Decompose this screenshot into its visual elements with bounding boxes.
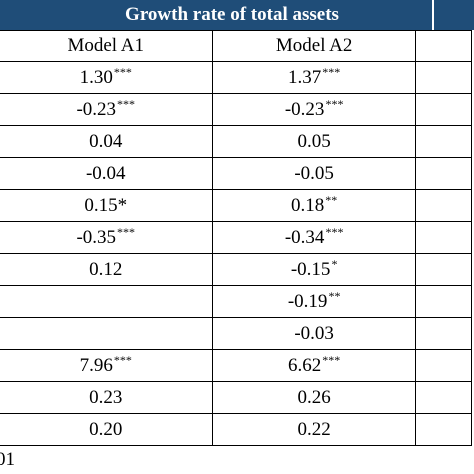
cell-model-a1: [0, 317, 214, 350]
coefficient-value: 7.96: [79, 354, 113, 376]
significance-stars: ***: [117, 224, 136, 239]
coefficient-value: 0.04: [89, 130, 123, 152]
cell-empty: [414, 189, 473, 222]
coefficient-value: -0.23: [76, 98, 117, 120]
cell-model-a1: 1.30***: [0, 61, 214, 94]
table-header-bar: Growth rate of total assets: [0, 0, 474, 30]
cell-empty: [414, 221, 473, 254]
cell-empty: [414, 93, 473, 126]
cell-model-a2: 0.26: [212, 381, 416, 414]
coefficient-value: 0.23: [89, 386, 123, 408]
significance-stars: ***: [113, 352, 132, 367]
coefficient-value: 0.12: [89, 258, 123, 280]
cell-model-a2: 0.18**: [212, 189, 416, 222]
cell-model-a2: 0.05: [212, 125, 416, 158]
cell-model-a2: -0.03: [212, 317, 416, 350]
cell-empty: [414, 61, 473, 94]
table-row: -0.04 -0.05: [0, 157, 473, 190]
coefficient-value: -0.03: [294, 322, 334, 344]
cell-model-a2: -0.34***: [212, 221, 416, 254]
cell-empty: [414, 285, 473, 318]
coefficient-value: 0.22: [297, 418, 331, 440]
table-row: 7.96*** 6.62***: [0, 349, 473, 382]
table-row: -0.03: [0, 317, 473, 350]
cell-model-a1: 7.96***: [0, 349, 214, 382]
table-row: 1.30*** 1.37***: [0, 61, 473, 94]
coefficient-value: 0.15*: [84, 194, 128, 216]
cell-model-a1: -0.23***: [0, 93, 214, 126]
cell-model-a2: -0.15*: [212, 253, 416, 286]
coefficient-value: -0.23: [284, 98, 325, 120]
table-row: -0.23*** -0.23***: [0, 93, 473, 126]
table-row: 0.04 0.05: [0, 125, 473, 158]
significance-stars: **: [328, 288, 341, 303]
coefficient-value: 0.05: [297, 130, 331, 152]
column-header-model-a2: Model A2: [212, 30, 416, 62]
cell-empty: [414, 381, 473, 414]
significance-stars: ***: [322, 64, 341, 79]
significance-stars: ***: [117, 96, 136, 111]
cell-model-a1: 0.12: [0, 253, 214, 286]
significance-stars: ***: [113, 64, 132, 79]
significance-stars: **: [325, 192, 338, 207]
table-row: 0.20 0.22: [0, 413, 473, 446]
table-row: -0.19**: [0, 285, 473, 318]
cell-empty: [414, 253, 473, 286]
coefficient-value: 0.18: [291, 194, 325, 216]
coefficient-value: -0.04: [85, 162, 126, 184]
significance-stars: ***: [325, 224, 344, 239]
cell-empty: [414, 125, 473, 158]
coefficient-value: 1.30: [79, 66, 113, 88]
cell-empty: [414, 413, 473, 446]
column-header-empty: [414, 30, 473, 62]
coefficient-value: 1.37: [288, 66, 322, 88]
coefficient-value: -0.05: [294, 162, 334, 184]
coefficient-value: 6.62: [288, 354, 322, 376]
cell-model-a1: -0.35***: [0, 221, 214, 254]
coefficient-value: -0.35: [76, 226, 117, 248]
table-row: -0.35*** -0.34***: [0, 221, 473, 254]
cell-empty: [414, 349, 473, 382]
table-row: 0.15* 0.18**: [0, 189, 473, 222]
cell-model-a2: -0.23***: [212, 93, 416, 126]
cell-model-a2: -0.19**: [212, 285, 416, 318]
cell-model-a1: 0.04: [0, 125, 214, 158]
coefficient-value: -0.15: [290, 258, 331, 280]
column-header-model-a1: Model A1: [0, 30, 214, 62]
coefficient-value: -0.34: [284, 226, 325, 248]
cell-model-a2: 1.37***: [212, 61, 416, 94]
cell-empty: [414, 317, 473, 350]
cell-model-a2: 6.62***: [212, 349, 416, 382]
header-divider: [432, 0, 434, 30]
cell-model-a1: [0, 285, 214, 318]
cell-model-a1: -0.04: [0, 157, 214, 190]
cell-model-a1: 0.15*: [0, 189, 214, 222]
cell-model-a2: -0.05: [212, 157, 416, 190]
footnote: 01: [0, 449, 15, 470]
results-table: Model A1 Model A2 1.30*** 1.37*** -0.23***…: [0, 30, 473, 446]
cell-model-a2: 0.22: [212, 413, 416, 446]
significance-stars: *: [331, 256, 338, 271]
column-header-row: Model A1 Model A2: [0, 30, 473, 62]
table-row: 0.23 0.26: [0, 381, 473, 414]
coefficient-value: 0.20: [89, 418, 123, 440]
cell-empty: [414, 157, 473, 190]
coefficient-value: -0.19: [287, 290, 328, 312]
coefficient-value: 0.26: [297, 386, 331, 408]
cell-model-a1: 0.23: [0, 381, 214, 414]
significance-stars: ***: [322, 352, 341, 367]
table-title: Growth rate of total assets: [125, 4, 339, 25]
table-row: 0.12 -0.15*: [0, 253, 473, 286]
cell-model-a1: 0.20: [0, 413, 214, 446]
significance-stars: ***: [325, 96, 344, 111]
